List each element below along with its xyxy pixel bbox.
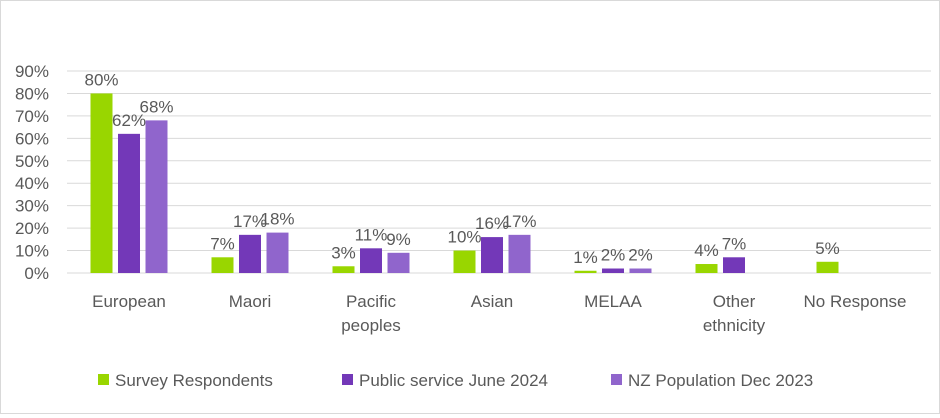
data-label: 10%	[447, 228, 481, 247]
data-label: 16%	[475, 214, 509, 233]
x-tick-label: Pacific	[346, 292, 397, 311]
legend-swatch	[342, 374, 353, 385]
data-label: 7%	[210, 234, 235, 253]
bar	[481, 237, 503, 273]
bar	[90, 93, 113, 273]
data-label: 17%	[233, 212, 267, 231]
legend-label: Public service June 2024	[359, 371, 548, 390]
x-tick-label: Asian	[471, 292, 514, 311]
data-label: 7%	[722, 234, 747, 253]
y-tick-label: 0%	[24, 264, 49, 283]
legend-label: Survey Respondents	[115, 371, 273, 390]
y-tick-label: 70%	[15, 107, 49, 126]
data-label: 4%	[694, 241, 719, 260]
data-label: 80%	[84, 70, 118, 89]
data-label: 9%	[386, 230, 411, 249]
bar	[602, 268, 624, 273]
y-tick-label: 50%	[15, 152, 49, 171]
data-label: 5%	[815, 239, 840, 258]
data-label: 1%	[573, 248, 598, 267]
x-tick-label: peoples	[341, 316, 401, 335]
data-label: 11%	[355, 225, 388, 244]
bar	[239, 234, 261, 273]
x-tick-label: MELAA	[584, 292, 642, 311]
bar	[360, 248, 382, 273]
bar	[453, 250, 476, 273]
y-tick-label: 90%	[15, 62, 49, 81]
x-tick-label: Maori	[229, 292, 272, 311]
bar	[118, 133, 140, 273]
bar	[266, 232, 289, 273]
bar	[332, 266, 355, 273]
x-tick-label: No Response	[803, 292, 906, 311]
data-label: 17%	[502, 212, 536, 231]
data-label: 2%	[628, 246, 653, 265]
y-tick-label: 30%	[15, 197, 49, 216]
legend-swatch	[98, 374, 109, 385]
bar	[145, 120, 168, 273]
legend-swatch	[611, 374, 622, 385]
y-tick-label: 20%	[15, 219, 49, 238]
data-label: 62%	[112, 111, 146, 130]
bar	[695, 264, 718, 273]
bar	[508, 234, 531, 273]
bar	[574, 270, 597, 273]
x-tick-label: Other	[713, 292, 756, 311]
bar	[723, 257, 745, 273]
y-tick-label: 80%	[15, 84, 49, 103]
y-tick-label: 40%	[15, 174, 49, 193]
bar	[816, 261, 839, 273]
data-label: 3%	[331, 243, 356, 262]
bar	[629, 268, 652, 273]
bar	[387, 252, 410, 273]
data-label: 18%	[260, 210, 294, 229]
y-tick-label: 10%	[15, 242, 49, 261]
data-label: 2%	[601, 246, 626, 265]
bar	[211, 257, 234, 273]
data-label: 68%	[139, 97, 173, 116]
x-tick-label: ethnicity	[703, 316, 766, 335]
y-tick-label: 60%	[15, 129, 49, 148]
x-tick-label: European	[92, 292, 166, 311]
legend-label: NZ Population Dec 2023	[628, 371, 813, 390]
